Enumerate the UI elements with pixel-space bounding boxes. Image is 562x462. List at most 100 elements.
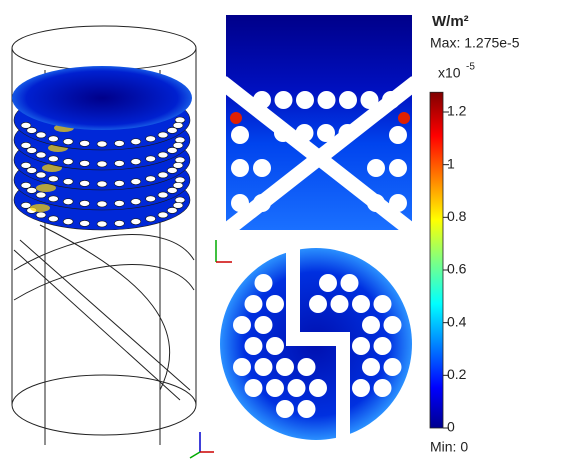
slot-cut: [336, 332, 350, 442]
tube-hole: [255, 358, 273, 376]
tube: [63, 179, 73, 185]
tube: [97, 161, 107, 167]
max-label: Max: 1.275e-5: [430, 35, 520, 51]
tube: [114, 180, 124, 186]
tube: [80, 180, 90, 186]
colorbar-tick-label: 0.2: [447, 366, 467, 382]
tube: [158, 192, 168, 198]
tube: [21, 142, 31, 148]
tube: [175, 197, 185, 203]
tube: [48, 136, 58, 142]
baffle-outline: [14, 225, 194, 400]
tube: [167, 207, 177, 213]
tube-hole: [233, 316, 251, 334]
figure: W/m² Max: 1.275e-5 x10 -5 Min: 0 00.20.4…: [0, 0, 562, 462]
tube: [36, 152, 46, 158]
tube-hole: [276, 358, 294, 376]
unit-label: W/m²: [432, 13, 469, 30]
colorbar-tick-label: 0.8: [447, 208, 467, 224]
tube-hole: [374, 337, 392, 355]
tube-hole: [352, 337, 370, 355]
tube-hole: [374, 379, 392, 397]
tube: [36, 212, 46, 218]
tube-hole: [309, 379, 327, 397]
tube-hole: [276, 400, 294, 418]
tube-hole: [296, 91, 314, 109]
tube-hole: [352, 295, 370, 313]
tube-hole: [362, 316, 380, 334]
tube: [146, 176, 156, 182]
tube: [158, 212, 168, 218]
section-field: [226, 15, 412, 230]
tube: [146, 156, 156, 162]
tube: [48, 216, 58, 222]
tube-hole: [341, 274, 359, 292]
tube: [146, 196, 156, 202]
tube-hole: [245, 337, 263, 355]
tube: [80, 200, 90, 206]
tube-hole: [245, 379, 263, 397]
tube: [167, 187, 177, 193]
hot-spot: [230, 112, 242, 124]
tube: [80, 220, 90, 226]
colorbar-tick-label: 1: [447, 155, 455, 171]
tube-hole: [367, 159, 385, 177]
tube-hole: [382, 91, 400, 109]
tube: [80, 160, 90, 166]
tube: [80, 140, 90, 146]
tube: [146, 216, 156, 222]
tube-hole: [367, 194, 385, 212]
tube: [48, 176, 58, 182]
tube-hole: [266, 295, 284, 313]
tube-hole: [389, 159, 407, 177]
tube-hole: [255, 316, 273, 334]
tube: [158, 152, 168, 158]
tube-hole: [255, 274, 273, 292]
tube: [131, 179, 141, 185]
tube-hole: [288, 379, 306, 397]
tube: [63, 219, 73, 225]
tube-hole: [298, 358, 316, 376]
tube-hole: [231, 194, 249, 212]
tube: [175, 137, 185, 143]
tube: [21, 162, 31, 168]
tube: [131, 199, 141, 205]
colorbar-tick-label: 0.4: [447, 313, 467, 329]
tube-hole: [317, 124, 335, 142]
tube-hole: [352, 379, 370, 397]
colorbar: [430, 92, 443, 428]
min-label: Min: 0: [430, 439, 468, 455]
tube: [114, 200, 124, 206]
tube: [146, 136, 156, 142]
tube-hole: [266, 337, 284, 355]
tube-hole: [275, 91, 293, 109]
tube-hole: [274, 124, 292, 142]
colorbar-tick-label: 0.6: [447, 261, 467, 277]
tube: [167, 147, 177, 153]
tube: [36, 192, 46, 198]
tube-hole: [266, 379, 284, 397]
tube: [97, 221, 107, 227]
tube: [131, 159, 141, 165]
tube-hole: [389, 126, 407, 144]
tube-hole: [233, 358, 251, 376]
tube: [21, 122, 31, 128]
cylinder-top: [12, 26, 196, 70]
tube-hole: [253, 159, 271, 177]
tube: [158, 132, 168, 138]
tube: [167, 167, 177, 173]
tube-hole: [331, 295, 349, 313]
tube: [63, 199, 73, 205]
tube-hole: [318, 91, 336, 109]
tube: [21, 182, 31, 188]
tube: [63, 159, 73, 165]
tube-hole: [384, 358, 402, 376]
hot-spot: [30, 204, 50, 212]
tube: [63, 139, 73, 145]
tube: [114, 140, 124, 146]
tube-hole: [245, 295, 263, 313]
tube: [114, 160, 124, 166]
tube: [97, 201, 107, 207]
tube: [175, 157, 185, 163]
tube: [167, 127, 177, 133]
